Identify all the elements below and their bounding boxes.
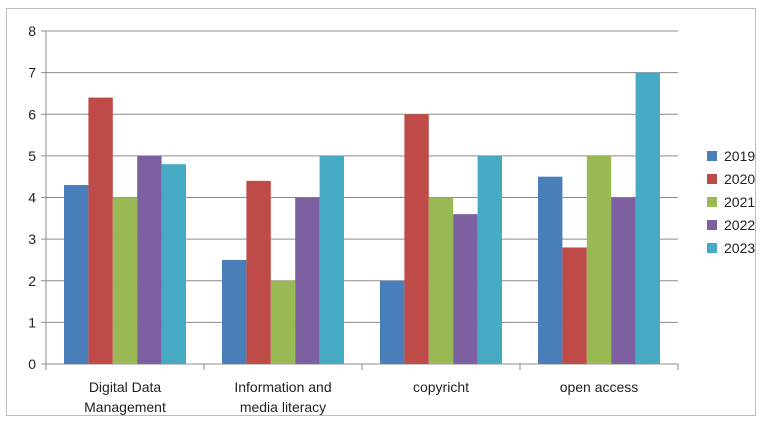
category-label: copyricht: [413, 379, 469, 395]
category-label: open access: [560, 379, 639, 395]
legend-label-2019: 2019: [724, 148, 755, 164]
bar-2020-2: [404, 114, 429, 364]
bar-2021-1: [270, 280, 296, 364]
legend-swatch-2020: [707, 174, 717, 184]
bar-2023-1: [319, 155, 344, 364]
y-tick-label: 7: [28, 65, 36, 81]
y-tick-label: 4: [28, 190, 36, 206]
legend-swatch-2022: [707, 220, 717, 230]
bar-2020-1: [246, 180, 271, 364]
bar-2022-1: [295, 197, 320, 364]
category-label: Management: [84, 399, 166, 415]
bar-2022-2: [453, 214, 478, 364]
bar-2019-3: [538, 176, 563, 364]
bar-2023-3: [635, 72, 660, 364]
legend-swatch-2023: [707, 243, 717, 253]
bar-2022-0: [137, 155, 162, 364]
legend-label-2022: 2022: [724, 217, 755, 233]
y-tick-label: 6: [28, 106, 36, 122]
legend-label-2023: 2023: [724, 240, 755, 256]
bar-2020-3: [562, 247, 587, 364]
y-tick-label: 3: [28, 231, 36, 247]
y-tick-label: 2: [28, 273, 36, 289]
bar-2019-0: [64, 185, 89, 364]
bar-2019-2: [380, 280, 405, 364]
bar-2022-3: [611, 197, 636, 364]
bar-2020-0: [88, 97, 113, 364]
bar-2023-0: [161, 164, 186, 364]
y-tick-label: 1: [28, 314, 36, 330]
category-label: Information and: [234, 379, 331, 395]
legend-label-2021: 2021: [724, 194, 755, 210]
legend-swatch-2021: [707, 197, 717, 207]
category-label: Digital Data: [89, 379, 162, 395]
bar-2021-2: [428, 197, 454, 364]
bar-2019-1: [222, 259, 247, 364]
bar-2021-3: [586, 155, 612, 364]
bar-2021-0: [112, 197, 138, 364]
y-tick-label: 8: [28, 23, 36, 39]
legend-label-2020: 2020: [724, 171, 755, 187]
category-label: media literacy: [240, 399, 326, 415]
y-tick-label: 0: [28, 356, 36, 372]
legend-swatch-2019: [707, 151, 717, 161]
y-tick-label: 5: [28, 148, 36, 164]
bar-2023-2: [477, 155, 502, 364]
